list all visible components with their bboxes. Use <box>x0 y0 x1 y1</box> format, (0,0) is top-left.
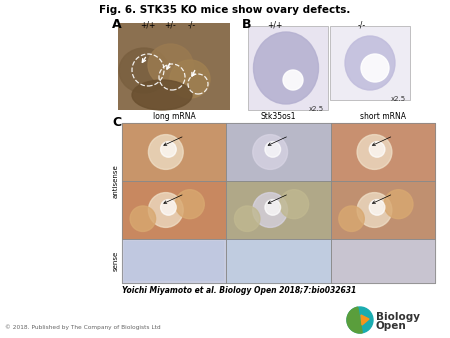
Ellipse shape <box>170 60 210 98</box>
Bar <box>330 26 410 100</box>
Text: -/-: -/- <box>358 20 366 29</box>
Circle shape <box>357 135 392 169</box>
Ellipse shape <box>119 48 169 93</box>
Circle shape <box>253 135 288 169</box>
Ellipse shape <box>345 36 395 90</box>
Circle shape <box>234 206 260 232</box>
Text: Biology: Biology <box>376 312 420 322</box>
Text: long mRNA: long mRNA <box>153 112 196 121</box>
Circle shape <box>384 190 413 219</box>
Bar <box>118 23 230 110</box>
Wedge shape <box>347 307 362 333</box>
Text: antisense: antisense <box>113 164 119 198</box>
Text: © 2018. Published by The Company of Biologists Ltd: © 2018. Published by The Company of Biol… <box>5 324 161 330</box>
Bar <box>122 181 226 239</box>
Circle shape <box>176 190 204 219</box>
Circle shape <box>283 70 303 90</box>
Bar <box>122 123 435 283</box>
Text: -/-: -/- <box>188 20 196 29</box>
Circle shape <box>148 135 183 169</box>
Ellipse shape <box>132 80 192 110</box>
Circle shape <box>357 193 392 227</box>
Text: +/+: +/+ <box>140 20 156 29</box>
Circle shape <box>369 142 385 157</box>
Circle shape <box>347 307 373 333</box>
Text: +/-: +/- <box>164 20 176 29</box>
Text: +/+: +/+ <box>267 20 283 29</box>
Circle shape <box>161 142 176 157</box>
Text: sense: sense <box>113 251 119 271</box>
Bar <box>331 181 435 239</box>
Text: C: C <box>112 116 121 129</box>
Circle shape <box>265 199 281 215</box>
Circle shape <box>161 199 176 215</box>
Text: A: A <box>112 18 122 31</box>
Text: Yoichi Miyamoto et al. Biology Open 2018;7:bio032631: Yoichi Miyamoto et al. Biology Open 2018… <box>122 286 356 295</box>
Bar <box>331 123 435 181</box>
Circle shape <box>339 206 365 232</box>
Text: x2.5: x2.5 <box>309 106 324 112</box>
Text: short mRNA: short mRNA <box>360 112 406 121</box>
Text: x2.5: x2.5 <box>391 96 406 102</box>
Bar <box>331 239 435 283</box>
Text: Fig. 6. STK35 KO mice show ovary defects.: Fig. 6. STK35 KO mice show ovary defects… <box>99 5 351 15</box>
Text: Open: Open <box>376 321 407 331</box>
Bar <box>248 26 328 110</box>
Text: B: B <box>242 18 252 31</box>
Bar <box>226 181 331 239</box>
Circle shape <box>279 190 309 219</box>
Text: Stk35os1: Stk35os1 <box>261 112 296 121</box>
Ellipse shape <box>253 32 319 104</box>
Circle shape <box>361 54 389 82</box>
Bar <box>226 239 331 283</box>
Circle shape <box>130 206 156 232</box>
Polygon shape <box>361 315 369 325</box>
Circle shape <box>148 193 183 227</box>
Circle shape <box>253 193 288 227</box>
Bar <box>122 123 226 181</box>
Circle shape <box>369 199 385 215</box>
Bar <box>124 241 225 281</box>
Bar <box>226 123 331 181</box>
Ellipse shape <box>148 44 193 86</box>
Bar <box>122 239 226 283</box>
Circle shape <box>265 142 281 157</box>
